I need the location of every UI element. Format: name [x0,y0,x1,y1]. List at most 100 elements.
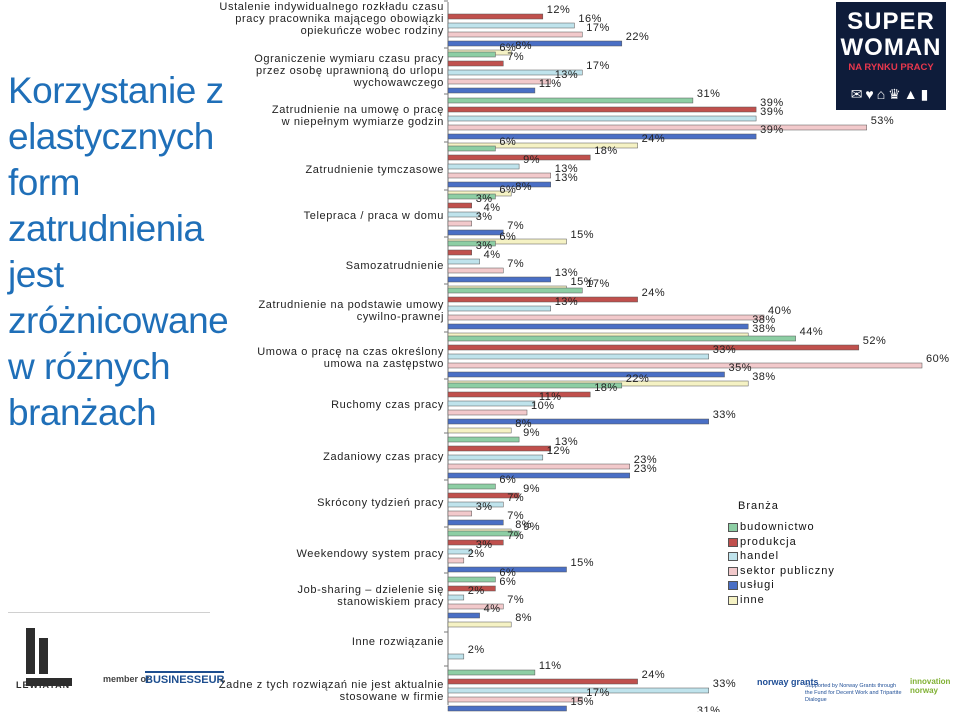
slide-title-line: jest [8,254,64,295]
data-label: 3% [476,501,493,513]
chart-bar [447,454,544,461]
data-label: 39% [760,124,784,136]
chart-bar [447,60,504,67]
category-label: przez osobę uprawnioną do urlopu [256,65,444,77]
category-label: Ruchomy czas pracy [331,399,444,411]
data-label: 3% [476,240,493,252]
chart-bar [447,124,867,131]
chart-bar [447,696,583,703]
data-label: 2% [468,644,485,656]
data-label: 6% [499,42,516,54]
slide-title-line: branżach [8,392,157,433]
data-label: 7% [507,51,524,63]
chart-bar [447,287,583,294]
data-label: 9% [523,154,540,166]
data-label: 17% [586,278,610,290]
data-label: 15% [571,276,595,288]
data-label: 9% [523,427,540,439]
chart-bar [447,142,638,149]
chart-bar [447,371,725,378]
category-label: umowa na zastępstwo [324,358,444,370]
data-label: 3% [476,211,493,223]
data-label: 33% [713,678,737,690]
chart-bar [447,133,757,140]
chart-bar [447,181,551,188]
data-label: 18% [594,145,618,157]
data-label: 39% [760,106,784,118]
data-label: 9% [523,483,540,495]
data-label: 4% [484,249,501,261]
legend-label: produkcja [740,535,797,548]
data-label: 60% [926,353,950,365]
data-label: 3% [476,539,493,551]
chart-bar [447,220,472,227]
legend-item: sektor publiczny [728,565,835,577]
slide-title-line: elastycznych [8,116,214,157]
data-label: 15% [571,229,595,241]
superwoman-logo: SUPER WOMAN NA RYNKU PRACY ✉♥⌂♛▲▮ [836,2,946,110]
legend-swatch [728,581,738,590]
legend-label: budownictwo [740,521,815,533]
member-of-text: member of [103,674,150,684]
chart-bar [447,115,757,122]
data-label: 24% [642,287,666,299]
chart-bar [447,705,567,712]
data-label: 6% [499,567,516,579]
data-label: 31% [697,88,721,100]
data-label: 6% [499,136,516,148]
data-label: 17% [586,22,610,34]
data-label: 15% [571,557,595,569]
chart-bar [447,418,709,425]
lewiatan-logo-text: LEWIATAN [16,680,71,690]
data-label: 6% [499,184,516,196]
chart-bar [447,585,496,592]
superwoman-icons: ✉♥⌂♛▲▮ [850,86,932,102]
data-label: 13% [555,436,579,448]
data-label: 4% [484,202,501,214]
chart-bar [447,97,694,104]
data-label: 38% [752,314,776,326]
data-label: 7% [507,492,524,504]
category-label: Inne rozwiązanie [352,636,444,648]
chart-bar [447,106,757,113]
data-label: 2% [468,548,485,560]
chart-bar [447,445,551,452]
legend-label: inne [740,593,765,606]
chart-bar [447,296,638,303]
chart-bar [447,463,630,470]
chart-bar [447,483,496,490]
chart-bar [447,362,923,369]
chart-bar [447,519,504,526]
chart-bar [447,400,536,407]
category-label: stanowiskiem pracy [337,596,444,608]
superwoman-logo-line: SUPER [847,8,935,35]
category-label: opiekuńcze wobec rodziny [301,25,444,37]
category-label: Skrócony tydzień pracy [317,497,444,509]
chart-bar [447,211,480,218]
data-label: 17% [586,687,610,699]
lewiatan-logo-icon [26,628,72,686]
category-label: Job-sharing – dzielenie się [298,584,444,596]
data-label: 22% [626,373,650,385]
chart-bar [447,22,575,29]
chart-bar [447,13,544,20]
data-label: 4% [484,603,501,615]
legend-item: inne [728,593,765,606]
data-label: 31% [697,705,721,712]
slide-title-line: zróżnicowane [8,300,229,341]
divider [8,612,210,613]
data-label: 22% [626,31,650,43]
chart-bar [447,193,496,200]
data-label: 13% [555,69,579,81]
slide-title-line: w różnych [8,346,171,387]
chart-bar [447,382,623,389]
chart-bar [447,653,465,660]
chart-bar [447,78,551,85]
category-label: pracy pracownika mającego obowiązki [235,13,444,25]
chart-bar [447,172,551,179]
data-label: 38% [752,371,776,383]
chart-bar [447,314,765,321]
chart-bar [447,240,496,247]
data-label: 13% [555,267,579,279]
chart-bar [447,669,536,676]
